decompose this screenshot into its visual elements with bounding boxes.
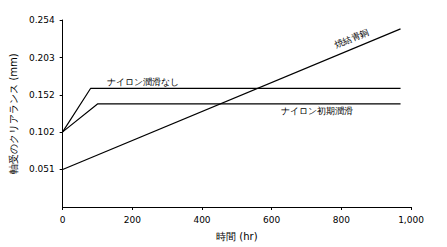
svg-text:200: 200: [124, 215, 141, 225]
svg-text:600: 600: [263, 215, 280, 225]
svg-text:800: 800: [333, 215, 350, 225]
svg-text:時間 (hr): 時間 (hr): [216, 231, 258, 242]
svg-text:0.254: 0.254: [29, 15, 55, 25]
svg-text:0: 0: [60, 215, 66, 225]
svg-text:0.203: 0.203: [29, 53, 55, 63]
svg-text:400: 400: [193, 215, 210, 225]
svg-text:軸受のクリアランス (mm): 軸受のクリアランス (mm): [8, 53, 19, 174]
svg-text:ナイロン初期潤滑: ナイロン初期潤滑: [281, 106, 353, 116]
svg-text:0.051: 0.051: [29, 164, 55, 174]
svg-text:0.152: 0.152: [29, 90, 55, 100]
svg-text:ナイロン潤滑なし: ナイロン潤滑なし: [107, 77, 179, 87]
svg-text:焼結青銅: 焼結青銅: [333, 27, 370, 50]
svg-text:0.102: 0.102: [29, 127, 55, 137]
svg-text:1,000: 1,000: [398, 215, 424, 225]
